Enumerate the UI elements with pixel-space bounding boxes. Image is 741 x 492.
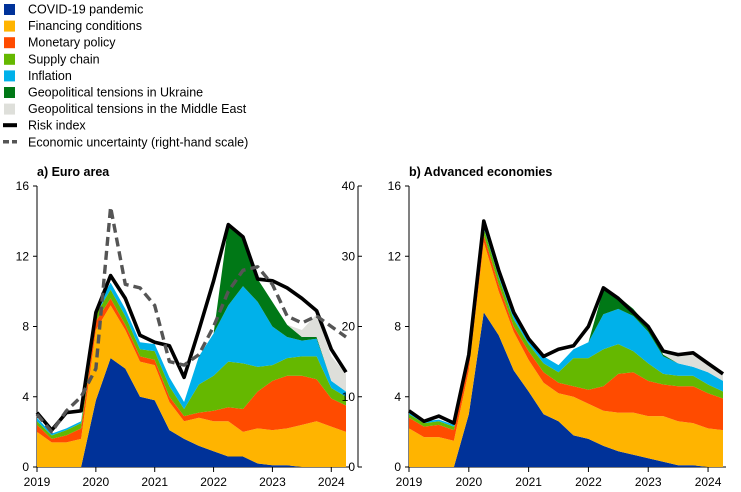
legend-item: Financing conditions — [4, 19, 142, 33]
legend-label: Monetary policy — [28, 36, 116, 50]
y2-tick-label: 30 — [342, 249, 356, 263]
legend-label: Supply chain — [28, 52, 100, 66]
panel-euro-area: a) Euro area 0 10 20 30 40 0 4 8 12 16 2019 2020 2021… — [16, 165, 362, 489]
legend-item: Geopolitical tensions in Ukraine — [4, 86, 203, 100]
y-tick-label: 0 — [394, 460, 401, 474]
y-tick-label: 8 — [394, 320, 401, 334]
x-tick-label: 2023 — [635, 475, 662, 489]
y-tick-label: 0 — [22, 460, 29, 474]
legend-label: Economic uncertainty (right-hand scale) — [28, 135, 248, 149]
area-covid — [37, 358, 346, 467]
legend-label: Inflation — [28, 69, 72, 83]
x-tick-label: 2022 — [575, 475, 602, 489]
x-tick-label: 2020 — [455, 475, 482, 489]
area-monetary — [37, 298, 346, 443]
y2-tick-label: 0 — [348, 460, 355, 474]
area-financing — [409, 242, 723, 467]
y-tick-label: 12 — [388, 249, 402, 263]
legend-item: COVID-19 pandemic — [4, 3, 143, 17]
legend-item: Economic uncertainty (right-hand scale) — [3, 135, 248, 149]
y-tick-label: 8 — [22, 320, 29, 334]
x-tick-label: 2021 — [141, 475, 168, 489]
y-tick-label: 16 — [388, 179, 402, 193]
legend-item: Inflation — [4, 69, 72, 83]
x-tick-label: 2024 — [318, 475, 345, 489]
y-tick-label: 4 — [394, 390, 401, 404]
x-tick-label: 2024 — [695, 475, 722, 489]
legend-label: Geopolitical tensions in the Middle East — [28, 102, 247, 116]
area-monetary — [409, 235, 723, 441]
legend-item: Risk index — [3, 119, 86, 133]
x-tick-label: 2023 — [259, 475, 286, 489]
legend-item: Monetary policy — [4, 36, 116, 50]
panel-advanced-economies: b) Advanced economies 0 4 8 12 16 2019 2020 2021… — [388, 165, 726, 489]
y2-tick-label: 40 — [342, 179, 356, 193]
legend-label: Geopolitical tensions in Ukraine — [28, 86, 203, 100]
y2-tick-label: 10 — [342, 390, 356, 404]
line-risk-index — [407, 219, 725, 425]
legend-swatch — [4, 53, 15, 65]
area-supply — [37, 289, 346, 439]
area-financing — [37, 305, 346, 467]
legend-item: Supply chain — [4, 52, 100, 66]
line-economic-uncertainty — [35, 205, 347, 434]
legend-swatch — [4, 87, 15, 98]
area-covid — [409, 312, 723, 467]
legend-swatch — [4, 70, 15, 82]
x-tick-label: 2019 — [24, 475, 51, 489]
legend-swatch — [4, 37, 15, 49]
legend-swatch — [4, 4, 15, 15]
legend-label: Financing conditions — [28, 19, 142, 33]
area-inflation — [37, 282, 346, 436]
panel-title: a) Euro area — [37, 165, 110, 179]
legend-label: COVID-19 pandemic — [28, 3, 143, 17]
y2-tick-label: 20 — [342, 320, 356, 334]
x-tick-label: 2021 — [515, 475, 542, 489]
panel-title: b) Advanced economies — [409, 165, 552, 179]
area-ukraine — [37, 224, 346, 434]
legend: COVID-19 pandemic Financing conditions Mon… — [3, 3, 248, 149]
y-tick-label: 16 — [16, 179, 30, 193]
legend-swatch — [4, 20, 15, 32]
legend-label: Risk index — [28, 119, 86, 133]
legend-item: Geopolitical tensions in the Middle East — [4, 102, 247, 116]
legend-swatch — [4, 103, 15, 115]
line-risk-index — [35, 222, 348, 432]
y-tick-label: 12 — [16, 249, 30, 263]
y-tick-label: 4 — [22, 390, 29, 404]
x-tick-label: 2022 — [200, 475, 227, 489]
x-tick-label: 2019 — [396, 475, 423, 489]
x-tick-label: 2020 — [83, 475, 110, 489]
